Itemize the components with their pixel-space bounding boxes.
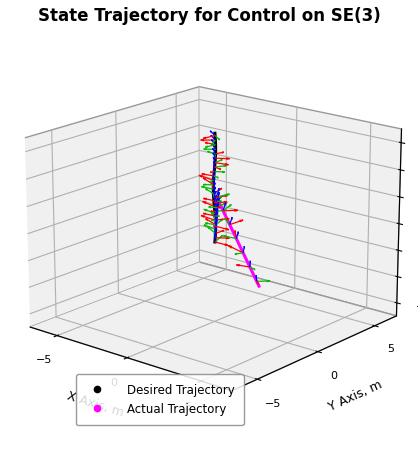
Title: State Trajectory for Control on SE(3): State Trajectory for Control on SE(3) — [38, 7, 380, 25]
Legend: Desired Trajectory, Actual Trajectory: Desired Trajectory, Actual Trajectory — [76, 374, 244, 425]
X-axis label: X Axis, m: X Axis, m — [65, 390, 125, 420]
Y-axis label: Y Axis, m: Y Axis, m — [326, 378, 384, 414]
